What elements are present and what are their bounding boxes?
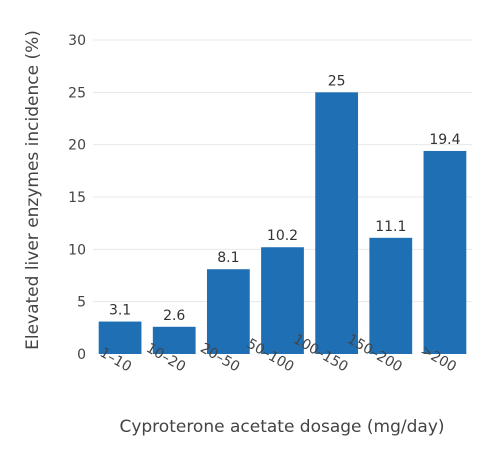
y-tick-label: 30 — [68, 33, 86, 49]
bar — [206, 269, 250, 354]
data-label: 8.1 — [217, 250, 239, 266]
bar — [261, 247, 304, 354]
y-tick-label: 5 — [77, 295, 86, 311]
data-label: 19.4 — [429, 132, 460, 148]
bar — [369, 237, 413, 354]
x-axis-title: Cyproterone acetate dosage (mg/day) — [119, 417, 444, 437]
y-axis-title: Elevated liver enzymes incidence (%) — [23, 30, 43, 350]
y-tick-label: 15 — [68, 190, 86, 206]
y-tick-label: 10 — [68, 242, 86, 258]
bar — [423, 150, 467, 354]
y-tick-label: 20 — [68, 138, 86, 154]
bar — [315, 92, 359, 354]
data-label: 11.1 — [375, 219, 406, 235]
data-label: 2.6 — [163, 308, 185, 324]
y-tick-label: 0 — [77, 347, 86, 363]
data-label: 25 — [328, 73, 346, 89]
bars — [98, 92, 467, 354]
data-label: 3.1 — [109, 303, 131, 319]
data-label: 10.2 — [267, 228, 298, 244]
bar — [152, 326, 196, 354]
data-labels: 3.1 2.6 8.1 10.2 25 11.1 19.4 — [109, 73, 461, 323]
bar — [98, 321, 142, 354]
y-tick-label: 25 — [68, 85, 86, 101]
y-axis-ticks: 0 5 10 15 20 25 30 — [68, 33, 86, 363]
